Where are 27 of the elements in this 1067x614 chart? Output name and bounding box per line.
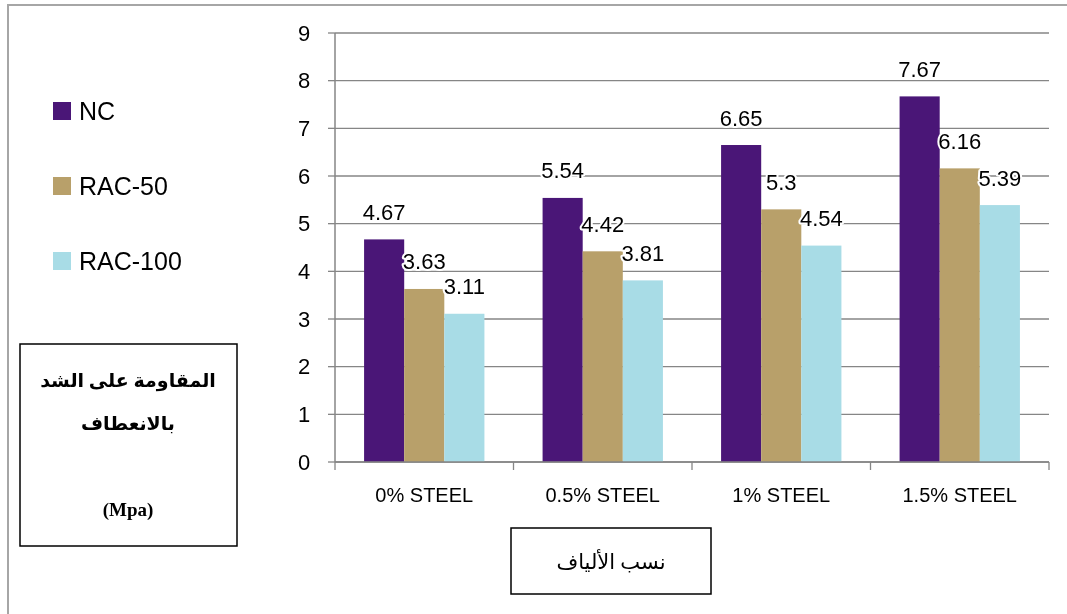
x-tick-label: 1.5% STEEL xyxy=(902,484,1017,506)
legend-label: NC xyxy=(79,97,116,125)
y-tick-label: 3 xyxy=(297,306,311,332)
data-label: 5.39 xyxy=(978,165,1022,191)
legend-label: RAC-50 xyxy=(79,172,168,200)
xlabel: نسب الألياف xyxy=(510,527,712,595)
x-tick-label: 1% STEEL xyxy=(732,484,831,506)
y-tick-label: 1 xyxy=(297,401,311,427)
y-tick-label: 8 xyxy=(297,68,311,94)
y-tick-label: 5 xyxy=(297,211,311,237)
y-tick-label: 0 xyxy=(297,449,311,475)
data-label: 6.65 xyxy=(719,105,763,131)
data-label: 7.67 xyxy=(898,56,942,82)
y-tick-label: 6 xyxy=(297,163,311,189)
y-tick-label: 9 xyxy=(297,20,311,46)
data-label: 5.54 xyxy=(541,158,585,184)
data-label: 3.81 xyxy=(621,240,665,266)
y-tick-label: 4 xyxy=(297,258,311,284)
x-tick-label: 0% STEEL xyxy=(375,484,474,506)
x-axis-title: نسب الألياف xyxy=(556,549,666,574)
y-tick-label: 7 xyxy=(297,115,311,141)
data-label: 3.11 xyxy=(443,274,485,300)
data-label: 4.67 xyxy=(362,199,406,225)
x-tick-label: 0.5% STEEL xyxy=(545,484,660,506)
y-tick-label: 2 xyxy=(297,354,311,380)
data-label: 5.3 xyxy=(765,169,797,195)
legend-label: RAC-100 xyxy=(79,247,182,275)
